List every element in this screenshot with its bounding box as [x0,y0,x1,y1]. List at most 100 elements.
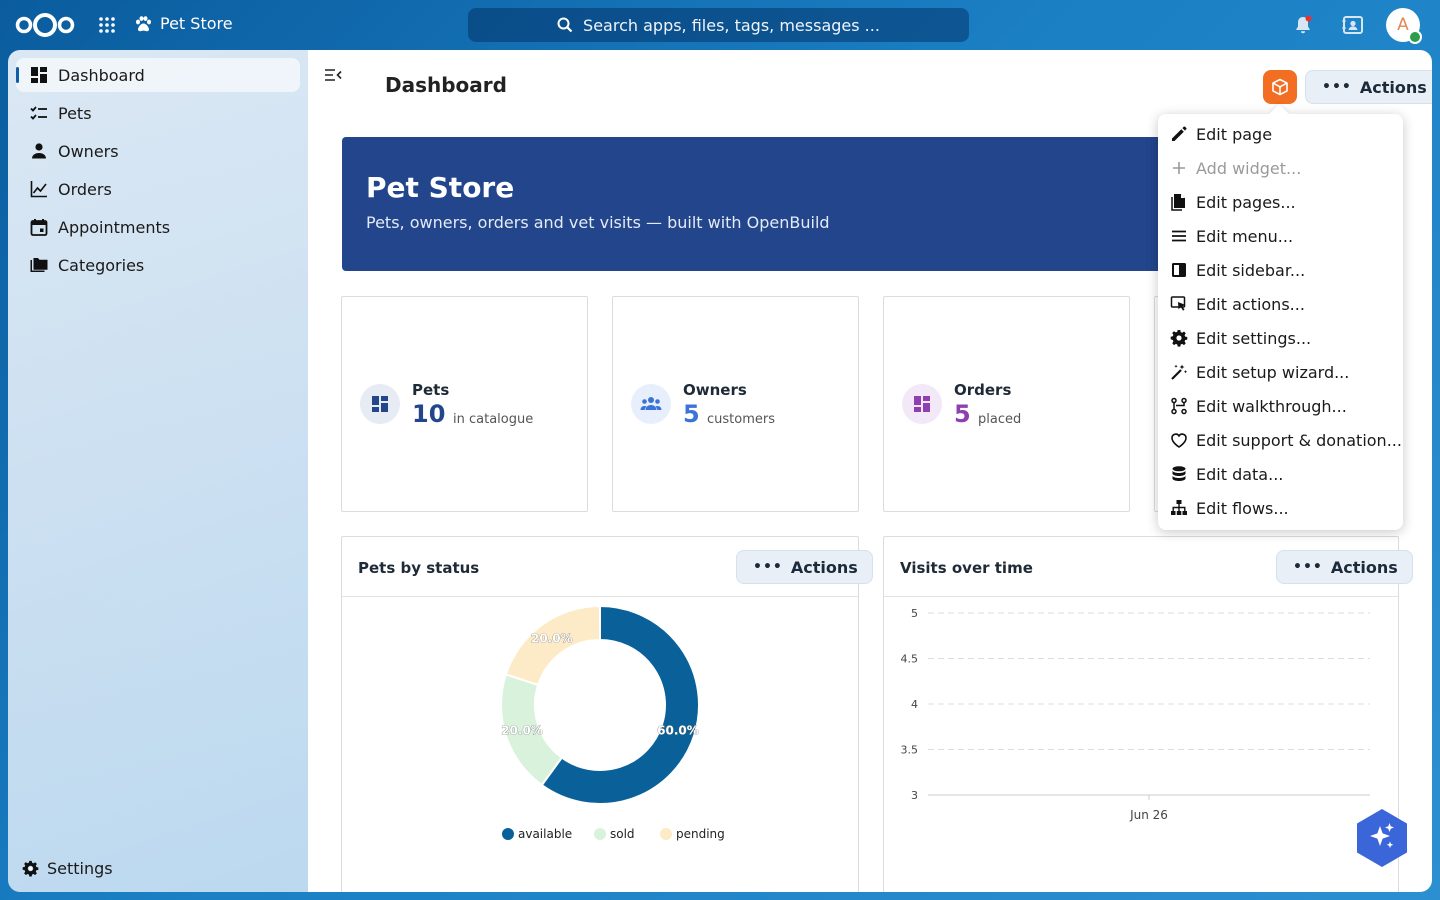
donut-label-pending: 20.0% [531,632,573,646]
settings-label: Settings [47,859,113,878]
more-dots-icon: ••• [1293,559,1323,575]
y-tick-label: 4 [911,698,918,711]
app-package-button[interactable] [1263,70,1297,104]
route-icon [1171,397,1187,415]
stat-card-owners: Owners 5 customers [612,296,859,512]
menu-item-edit-flows[interactable]: Edit flows... [1158,491,1403,525]
menu-item-edit-support-donation[interactable]: Edit support & donation... [1158,423,1403,457]
panel-header: Visits over time ••• Actions [884,537,1413,597]
person-icon [32,143,46,159]
donut-slice-available[interactable] [540,604,700,805]
menu-item-label: Add widget... [1196,158,1302,178]
menu-item-edit-walkthrough[interactable]: Edit walkthrough... [1158,389,1403,423]
panel-title: Visits over time [900,559,1033,577]
actions-label: Actions [1330,557,1398,577]
unified-search[interactable]: Search apps, files, tags, messages ... [468,8,969,42]
more-dots-icon: ••• [753,559,783,575]
sidebar-item-pets[interactable]: Pets [16,96,300,130]
page-actions-button[interactable]: ••• Actions [1305,70,1432,104]
page-title: Dashboard [385,73,507,97]
banner-subtitle: Pets, owners, orders and vet visits — bu… [366,213,830,232]
grid-icon [360,384,400,424]
user-avatar[interactable]: A [1386,8,1422,44]
menu-item-label: Edit data... [1196,464,1284,484]
actions-menu: Edit page Add widget... Edit pages... Edit … [1158,114,1403,530]
menu-item-label: Edit flows... [1196,498,1289,518]
stat-value: 5 [683,400,700,428]
notifications-bell-icon[interactable] [1292,14,1314,36]
online-status-indicator [1408,30,1422,44]
menu-item-edit-sidebar[interactable]: Edit sidebar... [1158,253,1403,287]
stat-label: Orders [954,381,1012,399]
stat-sub: placed [978,412,1022,427]
visits-line-chart: 5 4.5 4 3.5 3 Jun 26 [901,607,1370,822]
menu-close-toggle-icon[interactable] [324,67,342,83]
stat-sub: in catalogue [453,412,534,427]
cube-icon [1272,78,1288,96]
cursor-click-icon [1170,296,1186,311]
gear-icon [1170,330,1188,347]
paw-icon [136,15,151,31]
sparkle-icon [1370,826,1390,846]
y-tick-label: 4.5 [901,653,919,666]
menu-item-label: Edit sidebar... [1196,260,1306,280]
menu-item-edit-settings[interactable]: Edit settings... [1158,321,1403,355]
assistant-sparkle-button[interactable] [1356,808,1408,868]
nextcloud-logo[interactable] [14,12,76,38]
hero-banner: Pet Store Pets, owners, orders and vet v… [342,137,1162,271]
menu-item-label: Edit settings... [1196,328,1312,348]
sidebar-item-label: Owners [58,141,119,161]
donut-slice-pending[interactable] [504,604,601,687]
menu-item-label: Edit menu... [1196,226,1294,246]
stat-value: 10 [412,400,446,428]
menu-item-edit-page[interactable]: Edit page [1158,117,1403,151]
plus-icon [1173,162,1185,174]
y-tick-label: 5 [911,607,918,620]
donut-label-sold: 20.0% [501,723,543,737]
actions-label: Actions [1359,77,1427,97]
more-dots-icon: ••• [1322,79,1352,95]
x-tick-label: Jun 26 [1129,808,1168,822]
avatar-initial: A [1397,15,1409,35]
legend-swatch-pending [660,828,672,840]
sidebar-item-orders[interactable]: Orders [16,172,300,206]
legend-label-pending[interactable]: pending [676,827,725,841]
sidebar-item-label: Categories [58,255,145,275]
app-grid-icon[interactable] [98,16,116,34]
sidebar-item-label: Pets [58,103,92,123]
stat-value: 5 [954,400,971,428]
sidebar-item-appointments[interactable]: Appointments [16,210,300,244]
current-app[interactable]: Pet Store [134,14,233,33]
menu-item-add-widget: Add widget... [1158,151,1403,185]
stat-card-orders: Orders 5 placed [883,296,1130,512]
database-icon [1172,466,1186,481]
app-navigation: Dashboard Pets Owners Orders Appointment… [8,50,308,892]
banner-title: Pet Store [366,171,515,204]
grid-icon [902,384,942,424]
panel-actions-button[interactable]: ••• Actions [1276,550,1413,584]
menu-item-edit-actions[interactable]: Edit actions... [1158,287,1403,321]
stat-sub: customers [707,412,775,427]
pets-status-donut-chart: 60.0% 20.0% 20.0% available sold pending [500,604,725,841]
menu-item-edit-menu[interactable]: Edit menu... [1158,219,1403,253]
stat-card-pets: Pets 10 in catalogue [341,296,588,512]
checklist-icon [30,106,47,120]
sidebar-item-owners[interactable]: Owners [16,134,300,168]
magic-wand-icon [1171,364,1188,380]
panel-actions-button[interactable]: ••• Actions [736,550,873,584]
menu-item-edit-pages[interactable]: Edit pages... [1158,185,1403,219]
sidebar-settings[interactable]: Settings [22,859,113,878]
sidebar-item-categories[interactable]: Categories [16,248,300,282]
legend-label-sold[interactable]: sold [610,827,635,841]
search-placeholder: Search apps, files, tags, messages ... [583,15,880,35]
contacts-icon[interactable] [1342,14,1364,36]
main-content: Dashboard ••• Actions Pet Store Pets, ow… [308,50,1432,892]
legend-swatch-available [502,828,514,840]
heart-icon [1171,433,1187,448]
stat-label: Pets [412,381,450,399]
sidebar-item-label: Orders [58,179,112,199]
legend-label-available[interactable]: available [518,827,572,841]
sidebar-item-dashboard[interactable]: Dashboard [16,58,300,92]
menu-item-edit-setup-wizard[interactable]: Edit setup wizard... [1158,355,1403,389]
menu-item-edit-data[interactable]: Edit data... [1158,457,1403,491]
